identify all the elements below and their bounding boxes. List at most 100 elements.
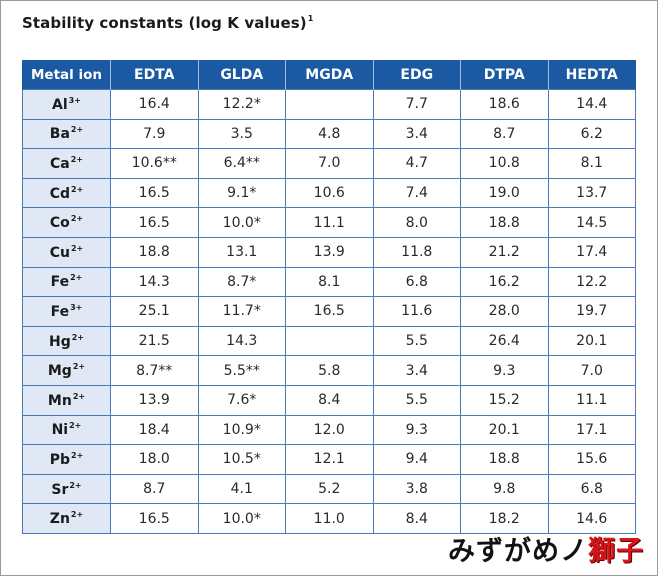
metal-ion-charge: 2+ (69, 480, 82, 490)
metal-ion-cell: Sr2+ (22, 473, 111, 505)
value-cell: 10.6 (285, 177, 374, 209)
table-row: Fe3+ 25.1 11.7* 16.5 11.6 28.0 19.7 (22, 296, 636, 327)
watermark-signature: みずがめノ獅子 (448, 529, 644, 568)
value-cell: 16.5 (110, 207, 199, 238)
value-cell: 9.3 (372, 414, 461, 446)
metal-ion-cell: Hg2+ (22, 325, 111, 357)
value-cell: 14.4 (547, 89, 636, 120)
watermark-text-accent: 獅子 (588, 536, 644, 567)
value-cell: 11.0 (285, 503, 374, 534)
value-cell: 10.0* (197, 503, 286, 534)
metal-ion-cell: Cu2+ (22, 236, 111, 268)
table-row: Pb2+ 18.0 10.5* 12.1 9.4 18.8 15.6 (22, 444, 636, 475)
value-cell: 4.1 (197, 473, 286, 505)
metal-ion-charge: 2+ (71, 450, 84, 460)
value-cell: 14.3 (110, 266, 199, 298)
value-cell: 14.5 (547, 207, 636, 238)
value-cell: 7.6* (197, 384, 286, 416)
metal-ion-symbol: Cu (49, 244, 70, 261)
metal-ion-cell: Mg2+ (22, 355, 111, 386)
value-cell: 15.2 (460, 384, 549, 416)
value-cell: 18.0 (110, 444, 199, 475)
header-cell: DTPA (460, 60, 549, 90)
metal-ion-charge: 2+ (70, 154, 83, 164)
value-cell: 7.0 (547, 355, 636, 386)
metal-ion-symbol: Ca (49, 155, 70, 172)
value-cell: 8.4 (285, 384, 374, 416)
metal-ion-charge: 2+ (72, 391, 86, 401)
metal-ion-symbol: Ni (51, 422, 69, 439)
value-cell: 5.5** (197, 355, 286, 386)
value-cell: 14.6 (547, 503, 636, 534)
metal-ion-symbol: Ba (49, 126, 70, 143)
metal-ion-charge: 3+ (68, 95, 81, 105)
value-cell: 7.0 (285, 148, 374, 179)
value-cell: 12.2 (547, 266, 636, 298)
metal-ion-cell: Al3+ (22, 89, 111, 120)
title-text: Stability constants (log K values) (22, 14, 307, 32)
value-cell: 4.7 (372, 148, 461, 179)
value-cell: 5.5 (372, 325, 461, 357)
value-cell: 9.4 (372, 444, 461, 475)
header-cell: Metal ion (22, 60, 111, 90)
metal-ion-charge: 2+ (70, 510, 84, 520)
stability-constants-table: Metal ion EDTA GLDA MGDA EDG DTPA HEDTA … (22, 60, 636, 534)
metal-ion-cell: Pb2+ (22, 444, 111, 475)
table-row: Ca2+ 10.6** 6.4** 7.0 4.7 10.8 8.1 (22, 148, 636, 179)
value-cell: 13.7 (547, 177, 636, 209)
table-row: Sr2+ 8.7 4.1 5.2 3.8 9.8 6.8 (22, 473, 636, 505)
value-cell: 5.8 (285, 355, 374, 386)
table-row: Al3+ 16.4 12.2* 7.7 18.6 14.4 (22, 89, 636, 120)
value-cell: 6.8 (372, 266, 461, 298)
metal-ion-cell: Ca2+ (22, 148, 111, 179)
value-cell: 11.1 (547, 384, 636, 416)
value-cell: 10.9* (197, 414, 286, 446)
metal-ion-symbol: Mn (47, 392, 72, 409)
value-cell: 16.5 (285, 296, 374, 327)
value-cell: 3.8 (372, 473, 461, 505)
table-row: Ba2+ 7.9 3.5 4.8 3.4 8.7 6.2 (22, 118, 636, 150)
value-cell: 8.4 (372, 503, 461, 534)
metal-ion-charge: 2+ (71, 184, 84, 194)
value-cell: 16.4 (110, 89, 199, 120)
title-footnote-mark: 1 (307, 14, 314, 23)
table-row: Mg2+ 8.7** 5.5** 5.8 3.4 9.3 7.0 (22, 355, 636, 386)
table-row: Co2+ 16.5 10.0* 11.1 8.0 18.8 14.5 (22, 207, 636, 238)
value-cell (285, 89, 374, 120)
metal-ion-symbol: Al (52, 96, 68, 113)
metal-ion-cell: Zn2+ (22, 503, 111, 534)
metal-ion-charge: 2+ (70, 214, 84, 224)
value-cell: 4.8 (285, 118, 374, 150)
metal-ion-symbol: Co (49, 215, 70, 232)
value-cell: 9.3 (460, 355, 549, 386)
header-cell: EDTA (110, 60, 199, 90)
value-cell: 3.4 (372, 118, 461, 150)
header-cell: EDG (372, 60, 461, 90)
value-cell: 11.1 (285, 207, 374, 238)
value-cell: 19.7 (547, 296, 636, 327)
value-cell: 5.2 (285, 473, 374, 505)
value-cell: 12.0 (285, 414, 374, 446)
value-cell: 15.6 (547, 444, 636, 475)
value-cell: 9.1* (197, 177, 286, 209)
metal-ion-symbol: Pb (49, 451, 70, 468)
value-cell: 28.0 (460, 296, 549, 327)
metal-ion-symbol: Sr (51, 481, 69, 498)
table-row: Hg2+ 21.5 14.3 5.5 26.4 20.1 (22, 325, 636, 357)
value-cell: 11.8 (372, 236, 461, 268)
metal-ion-cell: Fe3+ (22, 296, 111, 327)
table-body: Al3+ 16.4 12.2* 7.7 18.6 14.4 Ba2+ 7.9 3.5 4.8 3.4… (22, 89, 636, 534)
metal-ion-cell: Co2+ (22, 207, 111, 238)
value-cell: 7.9 (110, 118, 199, 150)
value-cell: 3.5 (197, 118, 286, 150)
metal-ion-symbol: Zn (49, 511, 70, 528)
value-cell: 16.2 (460, 266, 549, 298)
value-cell: 18.8 (460, 444, 549, 475)
header-cell: GLDA (197, 60, 286, 90)
value-cell: 13.9 (110, 384, 199, 416)
value-cell: 11.7* (197, 296, 286, 327)
value-cell: 18.6 (460, 89, 549, 120)
value-cell: 18.8 (460, 207, 549, 238)
metal-ion-charge: 2+ (72, 362, 86, 372)
value-cell: 18.4 (110, 414, 199, 446)
